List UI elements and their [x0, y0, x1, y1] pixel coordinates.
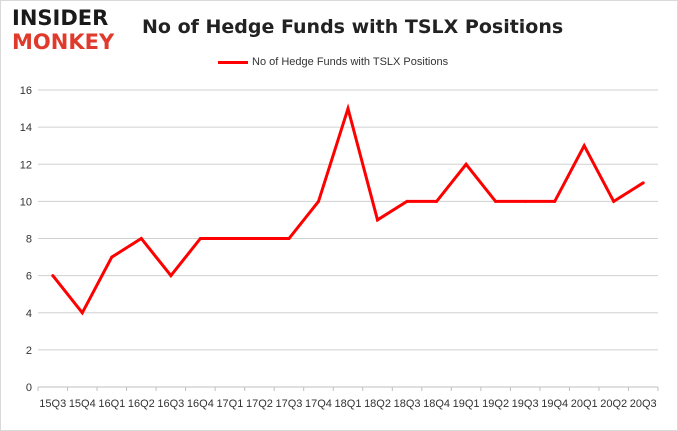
y-tick-label: 8 — [26, 234, 32, 246]
x-tick-label: 16Q3 — [157, 398, 184, 410]
y-tick-label: 16 — [20, 85, 32, 97]
x-tick-label: 16Q1 — [98, 398, 125, 410]
logo-line-2: MONKEY — [12, 30, 115, 54]
x-tick-label: 17Q1 — [216, 398, 243, 410]
data-point — [523, 199, 527, 203]
data-point — [582, 144, 586, 148]
data-point — [494, 199, 498, 203]
x-tick-label: 20Q2 — [600, 398, 627, 410]
x-tick-label: 17Q3 — [275, 398, 302, 410]
x-tick-label: 15Q3 — [39, 398, 66, 410]
data-point — [435, 199, 439, 203]
x-tick-label: 16Q2 — [128, 398, 155, 410]
legend-label: No of Hedge Funds with TSLX Positions — [252, 56, 449, 68]
x-tick-label: 18Q1 — [335, 398, 362, 410]
data-point — [169, 274, 173, 278]
x-tick-label: 18Q3 — [394, 398, 421, 410]
data-point — [110, 255, 114, 259]
data-point — [80, 311, 84, 315]
y-tick-label: 6 — [26, 271, 32, 283]
data-point — [139, 237, 143, 240]
data-point — [641, 181, 645, 185]
chart-title: No of Hedge Funds with TSLX Positions — [142, 16, 564, 38]
x-tick-label: 19Q3 — [512, 398, 539, 410]
x-tick-label: 17Q4 — [305, 398, 332, 410]
data-point — [376, 218, 380, 222]
x-tick-label: 16Q4 — [187, 398, 214, 410]
logo-line-1: INSIDER — [12, 6, 109, 30]
data-point — [257, 237, 261, 240]
y-tick-label: 10 — [20, 196, 32, 208]
data-point — [464, 162, 468, 166]
y-tick-label: 0 — [26, 382, 32, 394]
x-tick-label: 20Q1 — [571, 398, 598, 410]
y-tick-label: 2 — [26, 345, 32, 357]
x-tick-label: 17Q2 — [246, 398, 273, 410]
chart-legend: No of Hedge Funds with TSLX Positions — [218, 54, 448, 70]
insider-monkey-logo: INSIDER MONKEY — [12, 6, 132, 58]
data-point — [405, 199, 409, 203]
data-point — [553, 199, 557, 203]
data-point — [198, 237, 202, 240]
data-point — [51, 274, 55, 278]
x-tick-label: 19Q1 — [453, 398, 480, 410]
data-point — [228, 237, 232, 240]
x-tick-label: 19Q2 — [482, 398, 509, 410]
data-point — [612, 199, 616, 203]
x-tick-label: 18Q2 — [364, 398, 391, 410]
series-line-0 — [51, 103, 645, 316]
x-tick-label: 15Q4 — [69, 398, 96, 410]
x-tick-label: 20Q3 — [630, 398, 657, 410]
x-tick-label: 19Q4 — [541, 398, 568, 410]
data-point — [316, 199, 320, 203]
data-point — [287, 237, 291, 240]
y-tick-label: 4 — [26, 308, 32, 320]
legend-swatch — [218, 60, 248, 64]
y-tick-label: 12 — [20, 159, 32, 171]
data-point — [346, 107, 350, 111]
x-tick-label: 18Q4 — [423, 398, 450, 410]
y-tick-label: 14 — [20, 122, 32, 134]
